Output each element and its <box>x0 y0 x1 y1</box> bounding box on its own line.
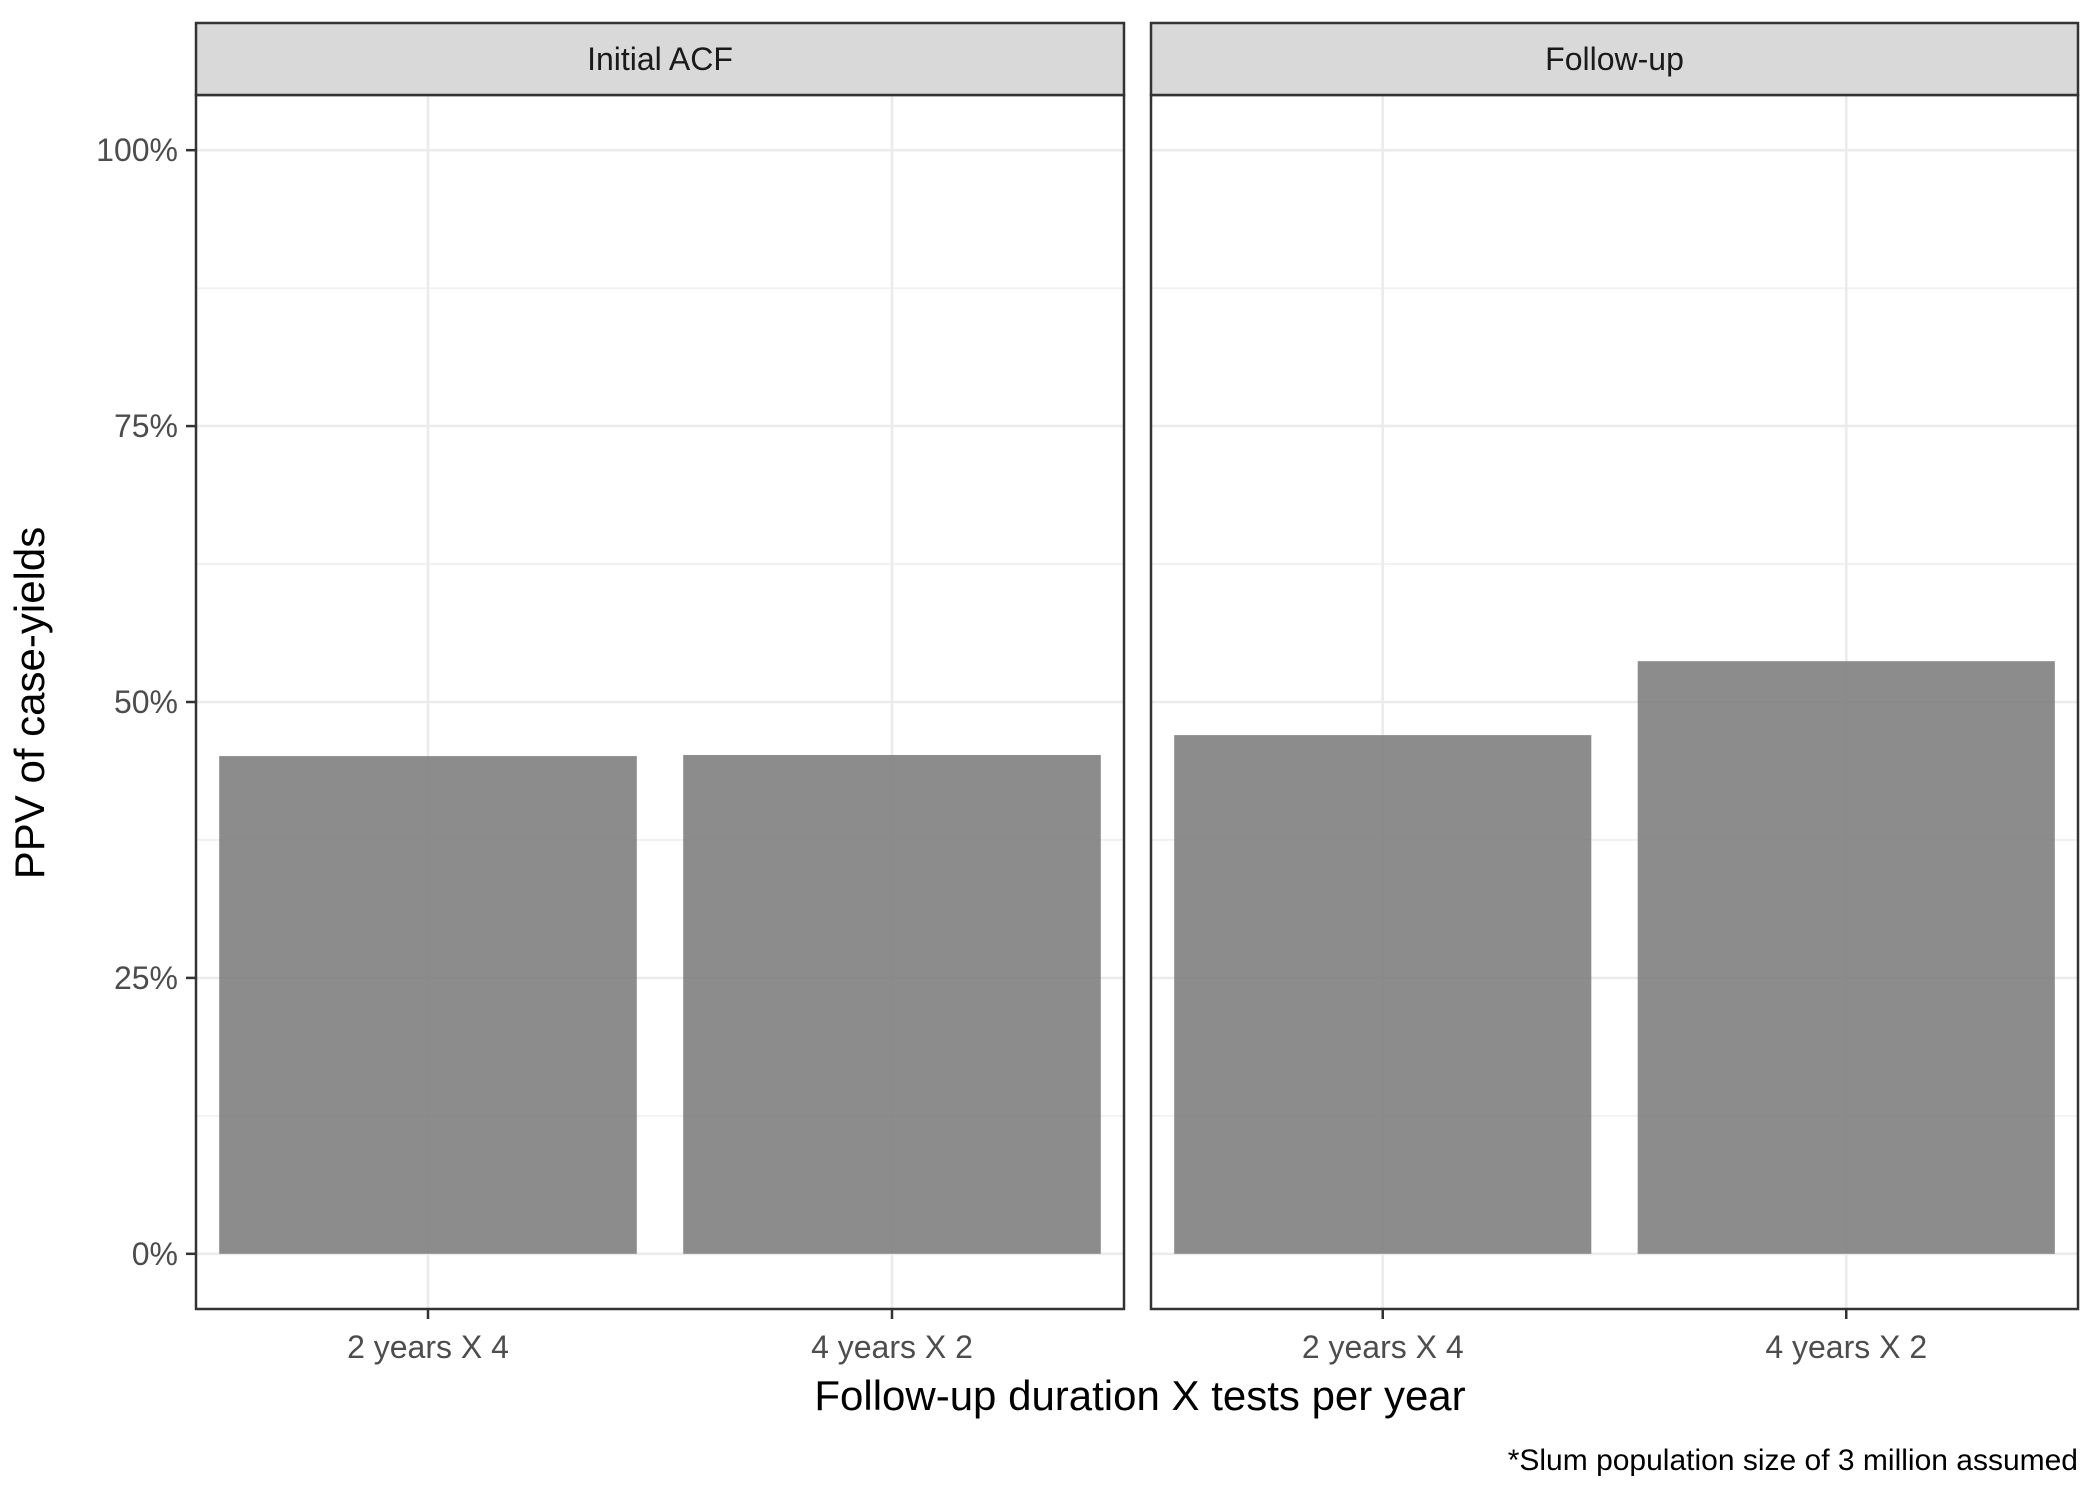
facet-panel: Initial ACF 2 years X 4 4 years X 2 <box>194 21 1126 1365</box>
x-tick-label: 4 years X 2 <box>1765 1329 1927 1365</box>
y-tick-label: 50% <box>114 684 178 720</box>
y-tick-label: 75% <box>114 408 178 444</box>
bar <box>1637 661 2055 1254</box>
facet-strip-label: Follow-up <box>1545 41 1684 77</box>
facet-strip <box>194 21 1126 97</box>
x-tick-label: 4 years X 2 <box>811 1329 973 1365</box>
facet-strip-label: Initial ACF <box>587 41 733 77</box>
x-tick-label: 2 years X 4 <box>1302 1329 1464 1365</box>
bar <box>219 756 637 1254</box>
bar <box>1174 735 1592 1254</box>
y-axis-title: PPV of case-yields <box>6 527 53 880</box>
facet-strip <box>1149 21 2080 97</box>
chart-caption: *Slum population size of 3 million assum… <box>1508 1444 2078 1477</box>
bar <box>683 754 1101 1254</box>
y-tick-label: 100% <box>96 132 178 168</box>
y-axis: 0% 25% 50% 75% 100% <box>96 132 196 1272</box>
x-axis-title: Follow-up duration X tests per year <box>814 1372 1465 1419</box>
y-tick-label: 0% <box>132 1236 178 1272</box>
facet-panel: Follow-up 2 years X 4 4 years X 2 <box>1149 21 2080 1365</box>
y-tick-label: 25% <box>114 960 178 996</box>
x-tick-label: 2 years X 4 <box>347 1329 509 1365</box>
